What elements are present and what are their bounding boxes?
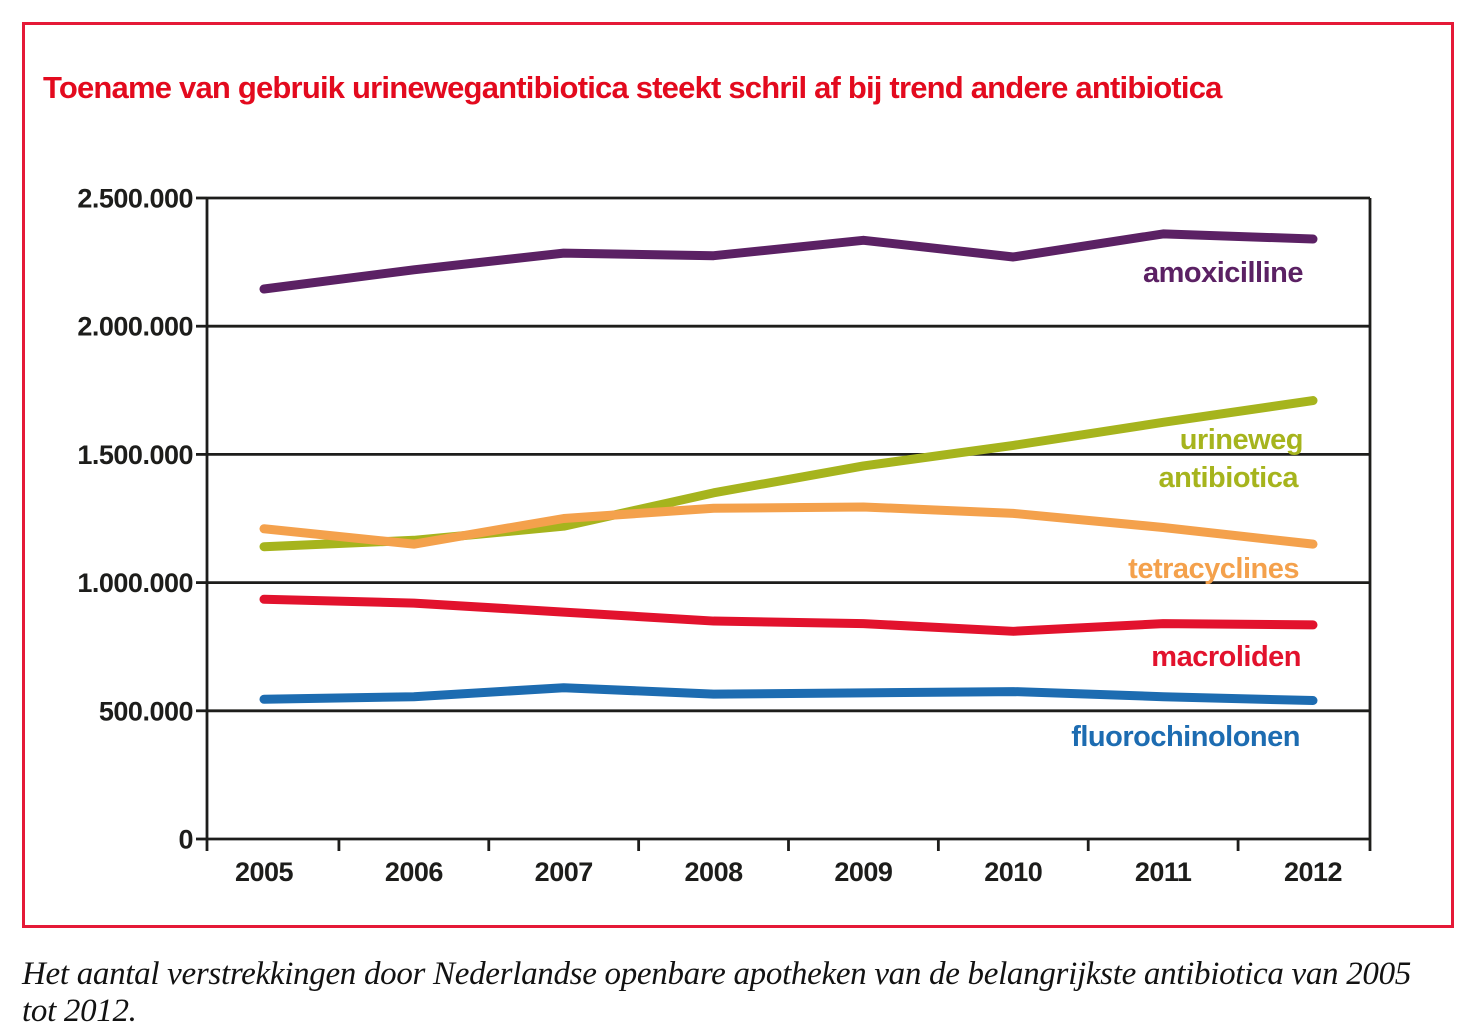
series-label-urineweg-antibiotica: urineweg — [1180, 424, 1303, 456]
x-axis-label: 2010 — [984, 857, 1042, 887]
series-line-macroliden — [259, 594, 1318, 636]
x-axis-label: 2009 — [834, 857, 893, 887]
figure-caption: Het aantal verstrekkingen door Nederland… — [22, 956, 1412, 1029]
y-axis-label: 2.000.000 — [77, 312, 193, 342]
chart-border-frame — [22, 22, 1454, 928]
x-axis-label: 2006 — [385, 857, 444, 887]
series-label-macroliden: macroliden — [1151, 641, 1301, 673]
x-axis-label: 2008 — [685, 857, 744, 887]
x-axis-label: 2011 — [1135, 857, 1192, 887]
x-axis-label: 2012 — [1284, 857, 1342, 887]
y-axis-label: 2.500.000 — [77, 184, 193, 214]
series-line-tetracyclines — [259, 502, 1318, 549]
x-axis-label: 2005 — [235, 857, 294, 887]
y-axis-label: 0 — [178, 825, 193, 855]
series-line-fluorochinolonen — [259, 683, 1318, 706]
y-axis-label: 1.500.000 — [77, 440, 193, 470]
series-label-fluorochinolonen: fluorochinolonen — [1071, 721, 1300, 753]
series-label-tetracyclines: tetracyclines — [1128, 553, 1299, 585]
series-label-amoxicilline: amoxicilline — [1143, 257, 1303, 289]
y-axis-label: 1.000.000 — [77, 568, 193, 598]
series-line-amoxicilline — [259, 229, 1318, 294]
y-axis-label: 500.000 — [99, 696, 193, 726]
chart-title: Toename van gebruik urinewegantibiotica … — [43, 70, 1222, 105]
series-label-urineweg-antibiotica: antibiotica — [1158, 462, 1299, 494]
x-axis-label: 2007 — [535, 857, 593, 887]
